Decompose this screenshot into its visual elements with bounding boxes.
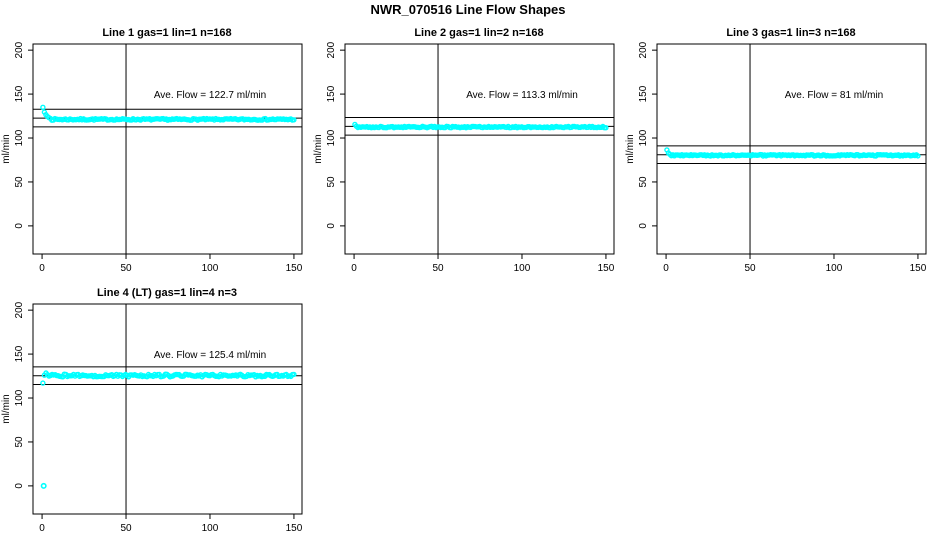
subplot-title: Line 1 gas=1 lin=1 n=168 xyxy=(102,27,231,39)
subplot-title: Line 2 gas=1 lin=2 n=168 xyxy=(414,27,543,39)
x-tick-label: 100 xyxy=(202,523,219,534)
x-tick-label: 0 xyxy=(663,263,669,274)
x-tick-label: 50 xyxy=(120,263,132,274)
data-point xyxy=(291,371,297,378)
x-tick-label: 50 xyxy=(744,263,756,274)
x-tick-label: 50 xyxy=(432,263,444,274)
y-tick-label: 200 xyxy=(638,41,649,58)
subplot-line-2: Line 2 gas=1 lin=2 n=168 0 50 100 150 0 50 100… xyxy=(312,20,624,280)
subplot-line-1: Line 1 gas=1 lin=1 n=168 0 50 100 150 0 50 100… xyxy=(0,20,312,280)
outlier-point xyxy=(40,482,47,489)
x-tick-label: 0 xyxy=(39,263,45,274)
y-tick-label: 200 xyxy=(14,301,25,318)
y-tick-label: 100 xyxy=(638,129,649,146)
subplot-svg: Line 2 gas=1 lin=2 n=168 0 50 100 150 0 50 100… xyxy=(313,27,615,274)
plot-axes: 0 50 100 150 0 50 100 150 200 xyxy=(638,41,927,274)
y-axis-label: ml/min xyxy=(625,134,636,163)
data-points xyxy=(40,104,297,123)
y-tick-label: 100 xyxy=(14,129,25,146)
data-point xyxy=(40,380,46,386)
plot-axes: 0 50 100 150 0 50 100 150 200 xyxy=(14,301,303,534)
x-tick-label: 0 xyxy=(351,263,357,274)
subplot-svg: Line 4 (LT) gas=1 lin=4 n=3 0 50 100 150 0 50… xyxy=(1,287,303,534)
y-tick-label: 150 xyxy=(14,85,25,102)
x-tick-label: 100 xyxy=(514,263,531,274)
plot-axes: 0 50 100 150 0 50 100 150 200 xyxy=(326,41,615,274)
subplot-line-4: Line 4 (LT) gas=1 lin=4 n=3 0 50 100 150 0 50… xyxy=(0,280,312,540)
plot-axes: 0 50 100 150 0 50 100 150 200 xyxy=(14,41,303,274)
y-axis-label: ml/min xyxy=(1,134,12,163)
ave-flow-annotation: Ave. Flow = 125.4 ml/min xyxy=(154,350,266,361)
ave-flow-annotation: Ave. Flow = 113.3 ml/min xyxy=(466,90,578,101)
data-point xyxy=(291,117,297,123)
y-tick-label: 200 xyxy=(14,41,25,58)
page-title: NWR_070516 Line Flow Shapes xyxy=(370,2,566,17)
ave-flow-annotation: Ave. Flow = 81 ml/min xyxy=(785,90,883,101)
x-tick-label: 100 xyxy=(202,263,219,274)
y-tick-label: 50 xyxy=(638,176,649,188)
y-tick-label: 50 xyxy=(14,436,25,448)
subplot-title: Line 4 (LT) gas=1 lin=4 n=3 xyxy=(97,287,237,299)
y-tick-label: 100 xyxy=(326,129,337,146)
y-tick-label: 50 xyxy=(14,176,25,188)
y-tick-label: 0 xyxy=(638,223,649,229)
plot-box xyxy=(656,43,927,255)
y-tick-label: 200 xyxy=(326,41,337,58)
x-tick-label: 50 xyxy=(120,523,132,534)
y-tick-label: 50 xyxy=(326,176,337,188)
data-points xyxy=(352,121,609,131)
x-tick-label: 150 xyxy=(598,263,615,274)
x-tick-label: 0 xyxy=(39,523,45,534)
y-tick-label: 150 xyxy=(638,85,649,102)
x-tick-label: 150 xyxy=(286,523,303,534)
x-tick-label: 150 xyxy=(910,263,927,274)
y-tick-label: 100 xyxy=(14,389,25,406)
y-tick-label: 150 xyxy=(14,345,25,362)
y-tick-label: 0 xyxy=(14,223,25,229)
y-tick-label: 150 xyxy=(326,85,337,102)
plot-box xyxy=(32,43,303,255)
data-points xyxy=(40,370,297,489)
data-point xyxy=(40,104,46,111)
x-tick-label: 150 xyxy=(286,263,303,274)
y-axis-label: ml/min xyxy=(313,134,324,163)
data-points xyxy=(664,147,921,159)
y-tick-label: 0 xyxy=(326,223,337,229)
plot-box xyxy=(344,43,615,255)
subplot-line-3: Line 3 gas=1 lin=3 n=168 0 50 100 150 0 50 100… xyxy=(624,20,936,280)
subplot-svg: Line 1 gas=1 lin=1 n=168 0 50 100 150 0 50 100… xyxy=(1,27,303,274)
x-tick-label: 100 xyxy=(826,263,843,274)
y-tick-label: 0 xyxy=(14,483,25,489)
subplot-title: Line 3 gas=1 lin=3 n=168 xyxy=(726,27,855,39)
data-point xyxy=(603,124,609,131)
subplot-svg: Line 3 gas=1 lin=3 n=168 0 50 100 150 0 50 100… xyxy=(625,27,927,274)
ave-flow-annotation: Ave. Flow = 122.7 ml/min xyxy=(154,90,266,101)
data-point xyxy=(915,153,921,159)
y-axis-label: ml/min xyxy=(1,394,12,423)
plot-box xyxy=(32,303,303,515)
